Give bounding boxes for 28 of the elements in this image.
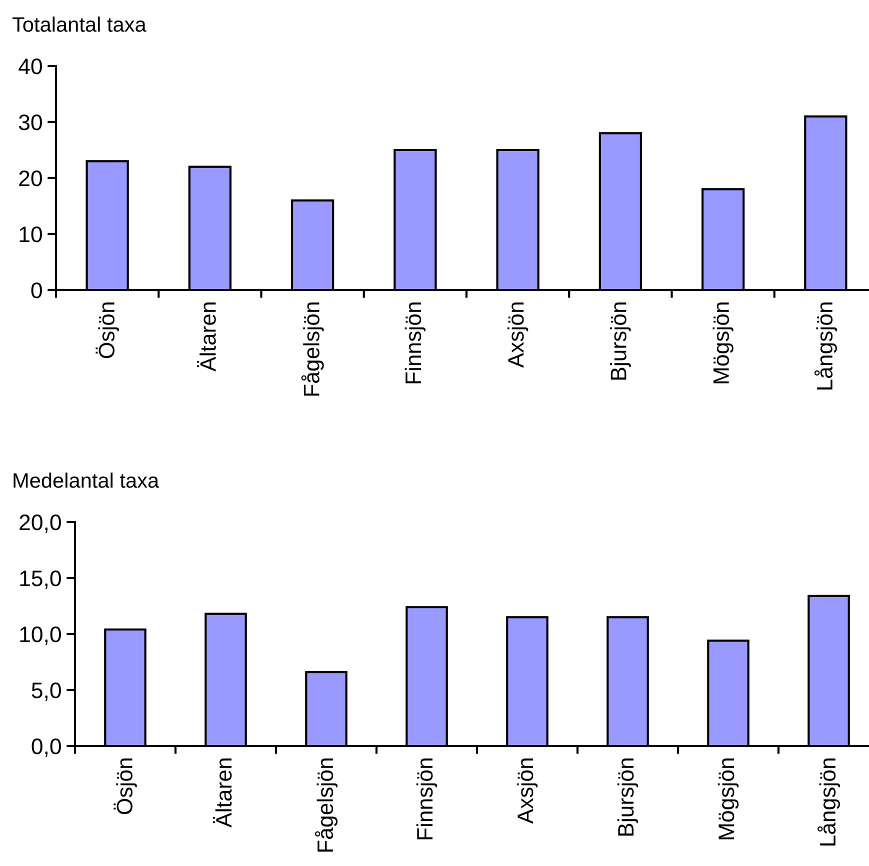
x-tick-label: Bjursjön — [617, 758, 638, 836]
x-tick-label: Ösjön — [96, 302, 119, 358]
x-tick-label: Ältaren — [197, 302, 216, 372]
x-tick-label: Finnsjön — [404, 302, 426, 384]
y-tick-label: 20,0 — [20, 514, 61, 533]
y-tick-label: 40 — [18, 58, 42, 74]
x-tick-label: Långsjön — [814, 302, 837, 390]
x-tick-label: Ältaren — [212, 758, 232, 828]
x-tick-label: Mögsjön — [718, 758, 739, 840]
x-tick-label: Finnsjön — [416, 758, 438, 840]
x-tick-label: Axsjön — [516, 758, 538, 824]
x-tick-label: Ösjön — [114, 758, 137, 814]
x-tick-label: Axsjön — [507, 302, 528, 368]
x-tick-label: Bjursjön — [610, 302, 631, 380]
y-tick-label: 10,0 — [20, 626, 61, 645]
y-tick-label: 10 — [20, 226, 42, 242]
y-tick-label: 5,0 — [32, 682, 61, 701]
x-tick-label: Långsjön — [817, 758, 840, 846]
y-tick-label: 0 — [31, 282, 42, 298]
x-tick-label: Mögsjön — [712, 302, 734, 384]
y-axis-title: Medelantal taxa — [14, 472, 160, 488]
y-tick-label: 30 — [18, 114, 42, 130]
y-tick-label: 20 — [19, 170, 42, 186]
y-axis-title: Totalantal taxa — [12, 16, 146, 32]
y-tick-label: 0,0 — [32, 738, 61, 757]
x-tick-label: Fågelsjön — [314, 758, 338, 852]
y-tick-label: 15,0 — [20, 570, 61, 589]
x-tick-label: Fågelsjön — [301, 302, 324, 396]
